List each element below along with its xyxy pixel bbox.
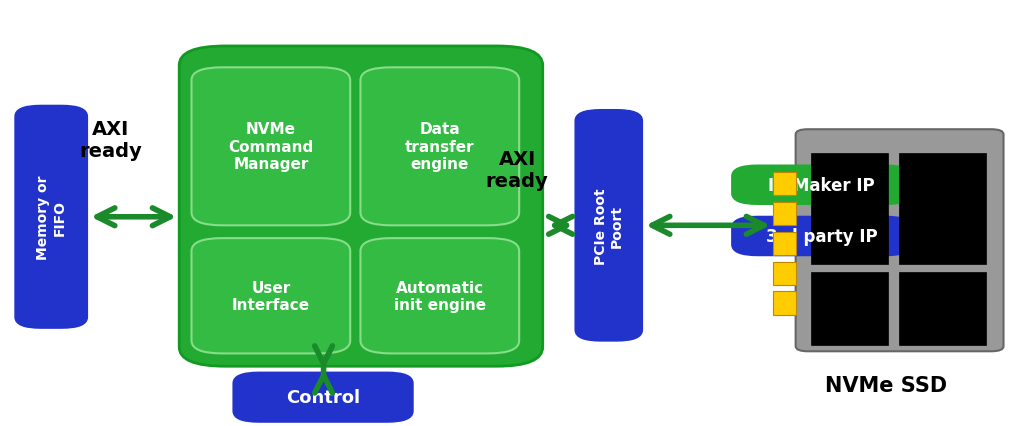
Text: Data
transfer
engine: Data transfer engine xyxy=(406,122,474,172)
FancyBboxPatch shape xyxy=(179,47,543,366)
Bar xyxy=(773,232,796,256)
FancyBboxPatch shape xyxy=(732,217,911,256)
Text: User
Interface: User Interface xyxy=(231,280,310,312)
Bar xyxy=(811,153,888,264)
FancyBboxPatch shape xyxy=(732,166,911,204)
FancyBboxPatch shape xyxy=(360,68,519,226)
Text: AXI
ready: AXI ready xyxy=(485,150,549,191)
Text: IP-Maker IP: IP-Maker IP xyxy=(768,176,876,194)
FancyBboxPatch shape xyxy=(191,68,350,226)
Bar xyxy=(773,202,796,226)
Text: AXI
ready: AXI ready xyxy=(79,120,142,161)
FancyBboxPatch shape xyxy=(233,373,413,422)
FancyBboxPatch shape xyxy=(15,106,87,328)
FancyBboxPatch shape xyxy=(575,111,642,341)
FancyBboxPatch shape xyxy=(191,239,350,354)
Bar xyxy=(899,273,986,345)
Bar xyxy=(773,173,796,196)
Text: NVMe
Command
Manager: NVMe Command Manager xyxy=(228,122,313,172)
Bar xyxy=(773,262,796,285)
Text: 3rd party IP: 3rd party IP xyxy=(766,227,878,245)
FancyBboxPatch shape xyxy=(360,239,519,354)
Text: PCIe Root
Poort: PCIe Root Poort xyxy=(594,187,624,264)
FancyBboxPatch shape xyxy=(796,130,1004,351)
Text: Automatic
init engine: Automatic init engine xyxy=(394,280,485,312)
Text: Control: Control xyxy=(286,388,360,406)
Bar xyxy=(899,153,986,264)
Bar xyxy=(811,273,888,345)
Bar xyxy=(773,292,796,315)
Text: NVMe SSD: NVMe SSD xyxy=(824,375,947,395)
Text: Memory or
FIFO: Memory or FIFO xyxy=(36,175,67,259)
